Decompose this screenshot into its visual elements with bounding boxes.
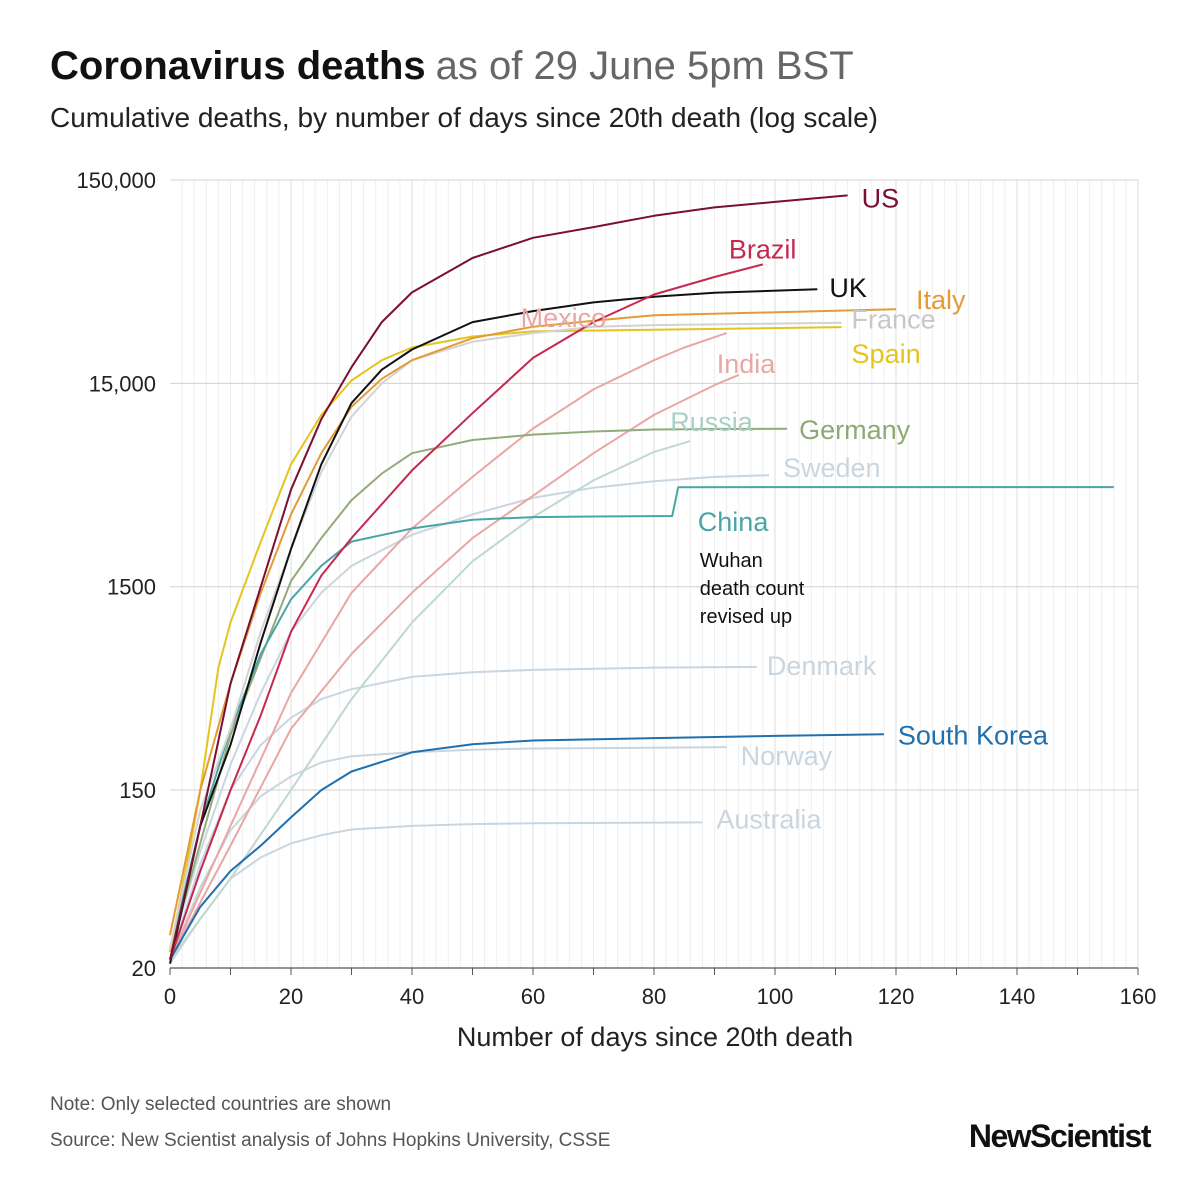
series-label-south-korea: South Korea: [898, 720, 1049, 750]
chart-subtitle: Cumulative deaths, by number of days sin…: [50, 102, 879, 133]
x-tick-label: 120: [878, 984, 915, 1009]
series-label-brazil: Brazil: [729, 234, 797, 264]
series-line-denmark: [169, 665, 757, 960]
x-tick-label: 160: [1120, 984, 1157, 1009]
series-line-south-korea: [169, 733, 884, 961]
y-tick-label: 150,000: [76, 168, 156, 193]
series-label-russia: Russia: [670, 407, 754, 437]
chart-date: as of 29 June 5pm BST: [435, 44, 854, 88]
series-line-brazil: [169, 263, 764, 960]
series-label-germany: Germany: [799, 415, 911, 445]
series-line-spain: [169, 326, 842, 953]
y-tick-label: 150: [119, 778, 156, 803]
title-line: Coronavirus deaths as of 29 June 5pm BST: [50, 40, 878, 92]
x-tick-label: 80: [642, 984, 666, 1009]
series-label-norway: Norway: [741, 741, 833, 771]
series-label-italy: Italy: [916, 285, 966, 315]
series-label-spain: Spain: [852, 339, 921, 369]
series-line-sweden: [169, 474, 770, 953]
series-label-australia: Australia: [716, 804, 822, 834]
x-tick-label: 100: [757, 984, 794, 1009]
series-lines: [169, 194, 1114, 965]
y-tick-label: 20: [132, 956, 156, 981]
annotation-line: Wuhan: [700, 550, 763, 572]
series-label-sweden: Sweden: [783, 453, 881, 483]
x-tick-label: 60: [521, 984, 545, 1009]
y-tick-label: 15,000: [89, 371, 156, 396]
series-line-china: [169, 486, 1114, 953]
axes: 0 20 40 60 80 100 120 140 160 20 150 1500 15,000 150,…: [76, 168, 1156, 1052]
series-label-india: India: [717, 349, 777, 379]
series-label-us: US: [862, 183, 900, 213]
series-line-germany: [169, 427, 788, 953]
series-line-mexico: [169, 332, 727, 961]
minor-gridlines: [181, 180, 1127, 968]
x-tick-label: 0: [164, 984, 176, 1009]
series-line-russia: [169, 440, 691, 961]
series-label-denmark: Denmark: [767, 651, 877, 681]
series-line-uk: [169, 288, 818, 964]
major-gridlines: [170, 179, 1139, 969]
x-tick-label: 140: [999, 984, 1036, 1009]
series-label-uk: UK: [829, 273, 867, 303]
source-note: Source: New Scientist analysis of Johns …: [50, 1130, 611, 1151]
chart-header: Coronavirus deaths as of 29 June 5pm BST …: [50, 40, 878, 138]
footnote: Note: Only selected countries are shown: [50, 1094, 392, 1115]
annotation-line: revised up: [700, 606, 792, 628]
series-label-france: France: [852, 305, 936, 335]
series-line-norway: [169, 746, 727, 960]
series-labels: US Brazil UK Italy Mexico France India Spain Rus…: [521, 183, 1049, 834]
series-label-mexico: Mexico: [521, 303, 607, 333]
y-tick-label: 1500: [107, 575, 156, 600]
x-tick-label: 40: [400, 984, 424, 1009]
brand-logo: NewScientist: [968, 1118, 1152, 1154]
series-line-us: [169, 194, 848, 960]
annotation-line: death count: [700, 578, 805, 600]
x-axis-title: Number of days since 20th death: [457, 1022, 853, 1052]
series-line-india: [169, 373, 740, 961]
x-tick-label: 20: [279, 984, 303, 1009]
series-label-china: China: [698, 507, 770, 537]
chart-title: Coronavirus deaths: [50, 44, 426, 88]
